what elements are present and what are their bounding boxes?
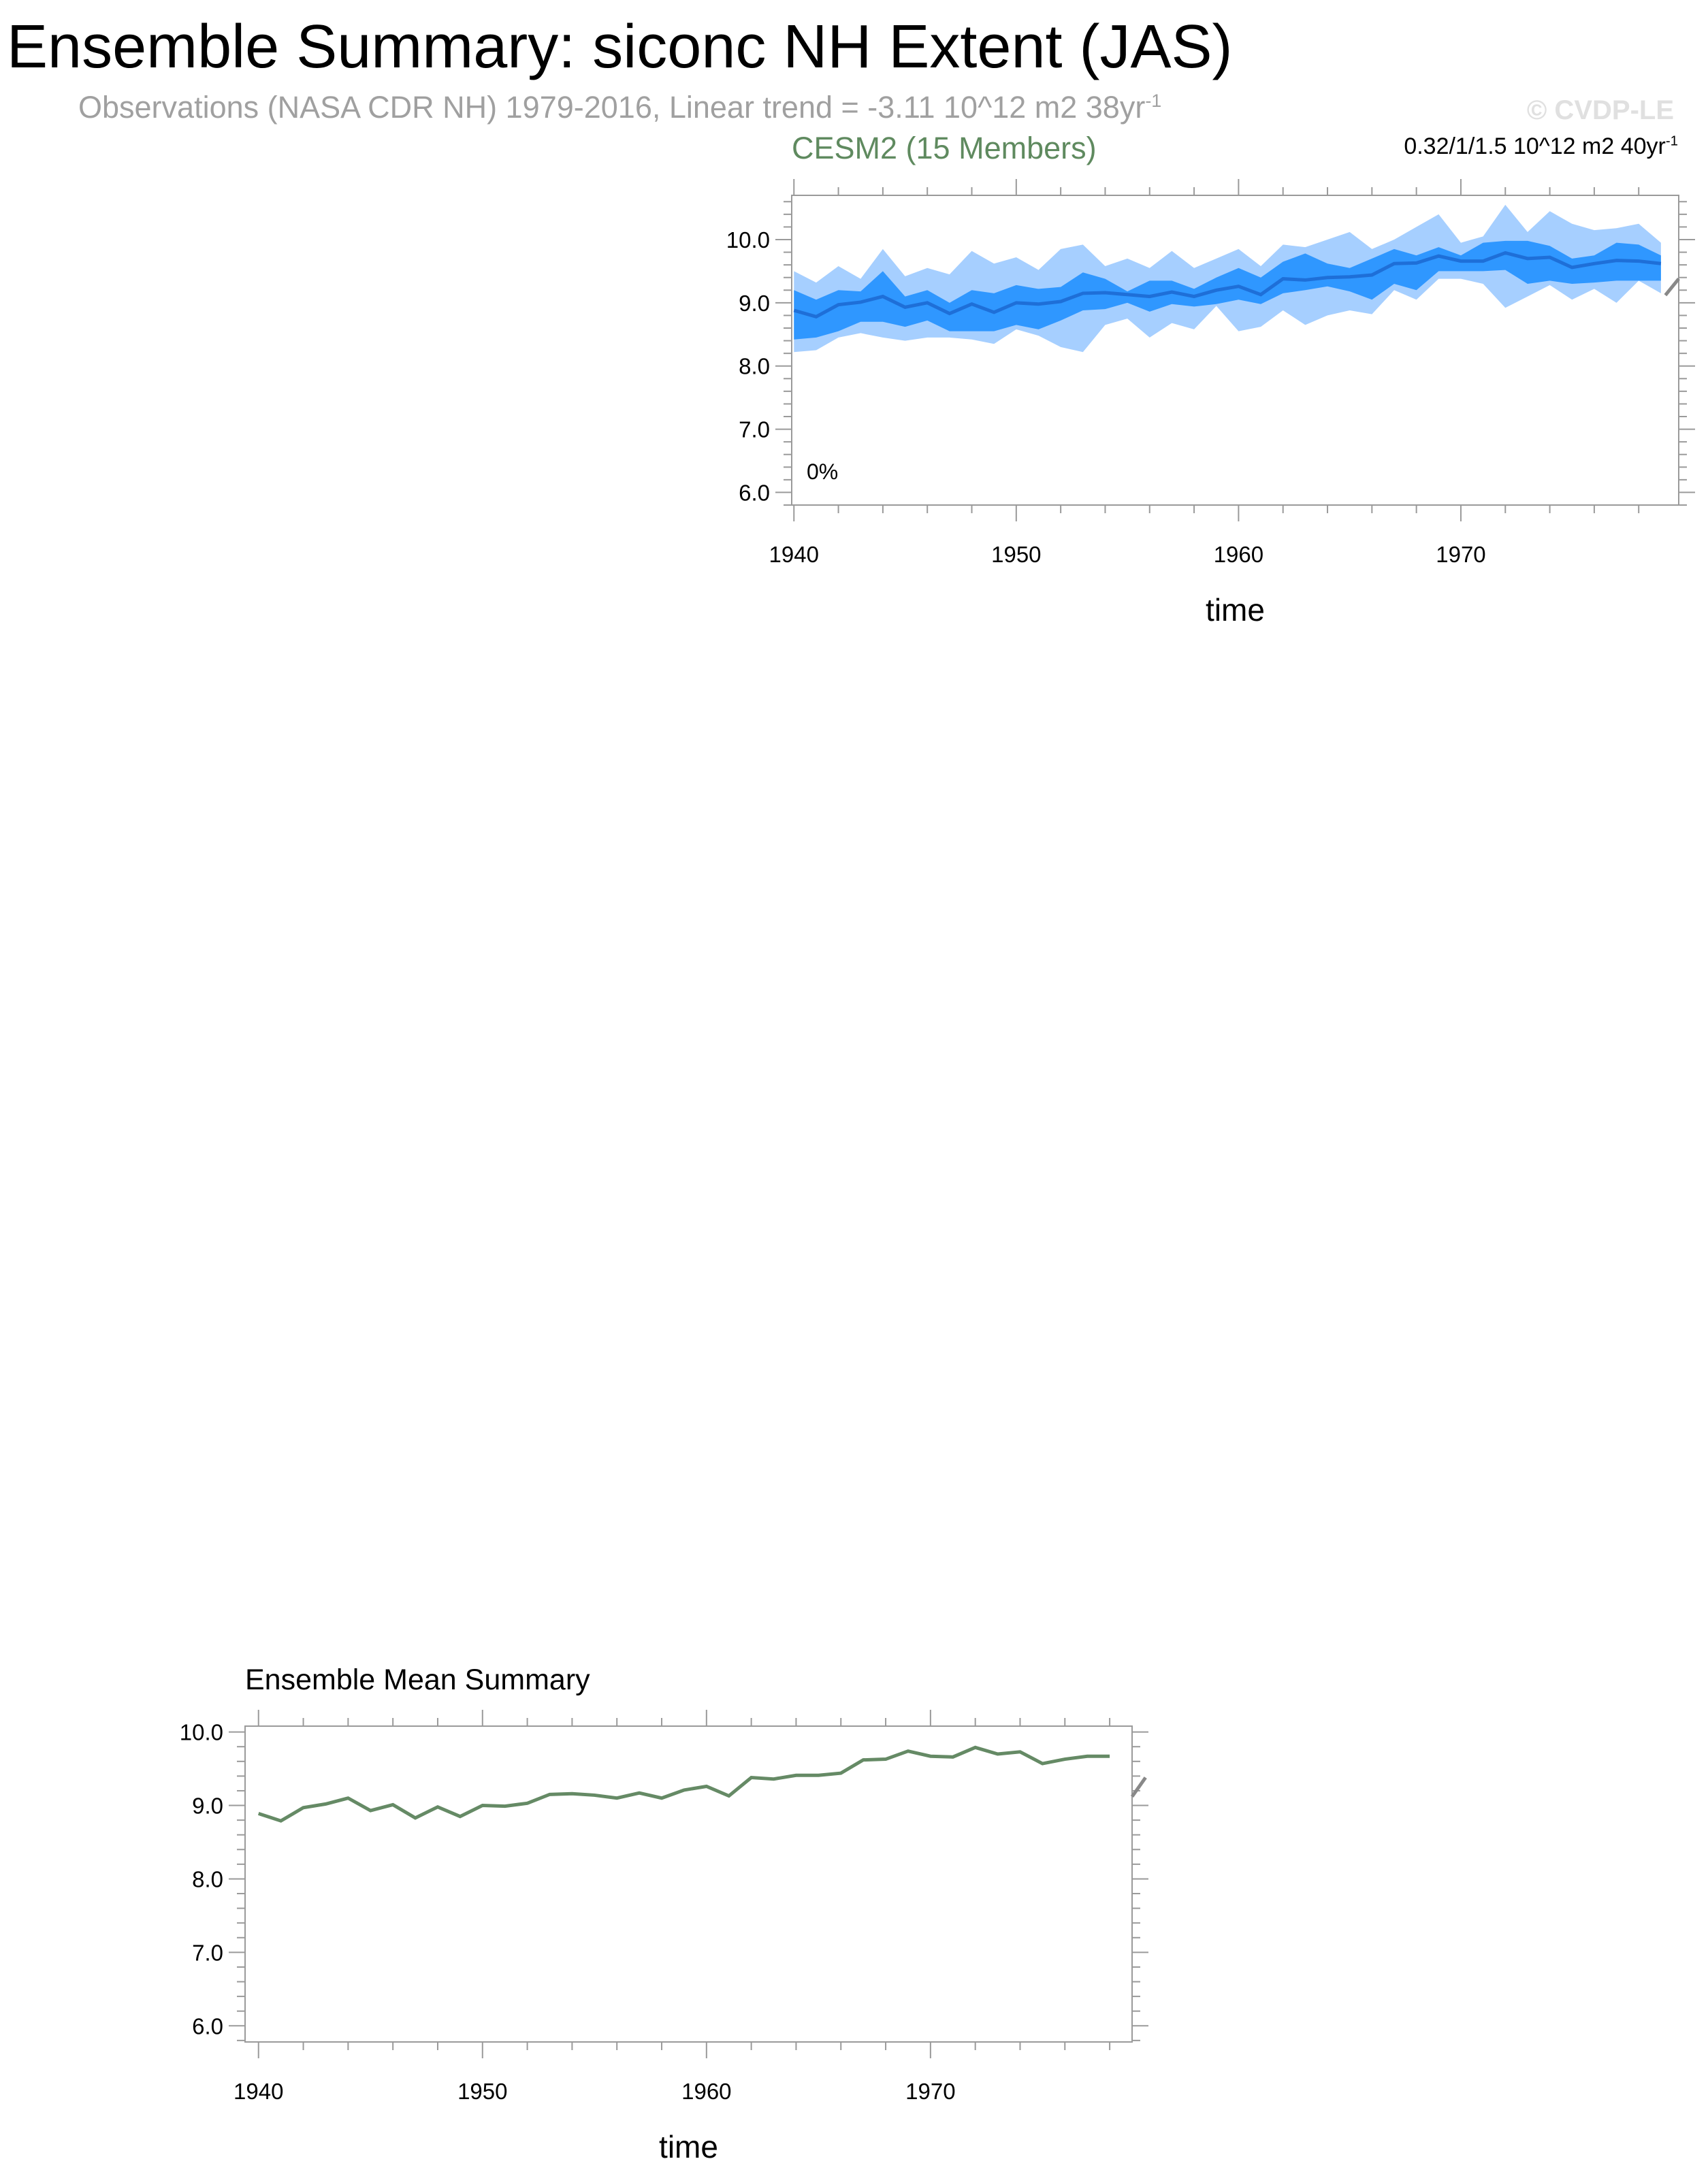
y-tick-label: 8.0 <box>192 1866 223 1892</box>
x-tick-label: 1950 <box>991 542 1041 567</box>
x-tick-label: 1950 <box>457 2079 507 2104</box>
plot-frame <box>244 1725 1133 2043</box>
x-tick-label: 1960 <box>1214 542 1263 567</box>
interquartile-band <box>794 240 1661 340</box>
y-tick-label: 9.0 <box>739 291 770 316</box>
page-title: Ensemble Summary: siconc NH Extent (JAS) <box>7 13 1233 81</box>
y-tick-label: 10.0 <box>180 1720 223 1745</box>
model-trend-label: 0.32/1/1.5 10^12 m2 40yr-1 <box>1404 133 1678 160</box>
y-tick-label: 6.0 <box>192 2013 223 2039</box>
observations-line <box>1130 1776 1147 1798</box>
observations-subtitle: Observations (NASA CDR NH) 1979-2016, Li… <box>78 90 1161 125</box>
ensemble-mean-summary-line <box>257 1745 1110 1823</box>
trend-superscript: -1 <box>1665 133 1678 149</box>
y-tick-label: 7.0 <box>739 417 770 442</box>
y-tick-label: 10.0 <box>726 227 770 253</box>
y-tick-label: 6.0 <box>739 480 770 505</box>
y-tick-label: 7.0 <box>192 1940 223 1965</box>
subtitle-superscript: -1 <box>1145 91 1162 111</box>
x-tick-label: 1940 <box>233 2079 283 2104</box>
x-tick-label: 1970 <box>905 2079 955 2104</box>
x-tick-label: 1960 <box>681 2079 731 2104</box>
copyright-label: © CVDP-LE <box>1526 95 1674 125</box>
observations-line <box>1664 277 1680 297</box>
x-tick-label: 1970 <box>1436 542 1485 567</box>
x-tick-label: 1940 <box>769 542 819 567</box>
plot-frame <box>791 195 1679 506</box>
percent-annotation: 0% <box>807 459 838 484</box>
chart-panel-1: 1940 1950 1960 1970 6.0 7.0 8.0 9.0 10.0 time <box>180 1710 1148 2164</box>
subtitle-text: Observations (NASA CDR NH) 1979-2016, Li… <box>78 90 1146 125</box>
model-panel-title: CESM2 (15 Members) <box>792 131 1097 165</box>
y-tick-label: 8.0 <box>739 354 770 379</box>
x-axis-title: time <box>659 2129 718 2164</box>
ensemble-mean-line <box>793 250 1662 319</box>
chart-panel-0: 1940 1950 1960 1970 6.0 7.0 8.0 9.0 10.0 time 0% <box>726 179 1695 628</box>
y-tick-label: 9.0 <box>192 1794 223 1819</box>
x-axis-title: time <box>1206 592 1265 628</box>
trend-text: 0.32/1/1.5 10^12 m2 40yr <box>1404 133 1666 159</box>
ensemble-mean-title: Ensemble Mean Summary <box>245 1664 590 1696</box>
